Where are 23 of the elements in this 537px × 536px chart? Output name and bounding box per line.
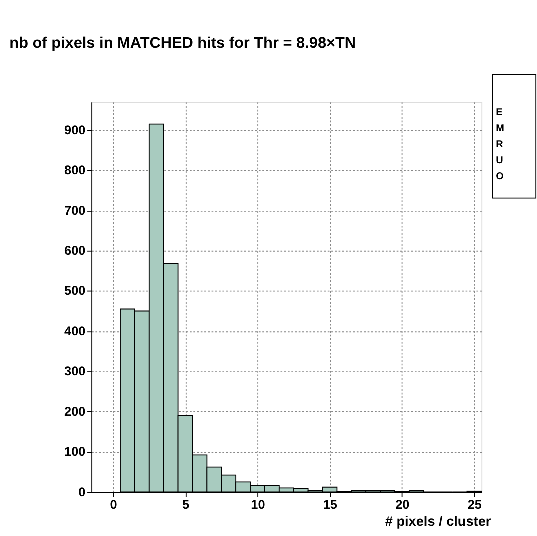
text: E (496, 108, 504, 119)
y-tick-label: 700 (64, 204, 86, 218)
x-tick-label: 10 (251, 498, 266, 512)
y-tick-label: 0 (78, 485, 86, 500)
chart-title: nb of pixels in MATCHED hits for Thr = 8.98×TN (10, 35, 356, 52)
y-tick-label: 400 (64, 324, 86, 338)
y-tick-label: 900 (64, 123, 86, 138)
x-tick-label: 20 (396, 498, 410, 512)
x-tick-label: 0 (110, 498, 118, 512)
text: U (496, 155, 504, 166)
x-tick-label: 15 (323, 498, 338, 512)
text: R (496, 140, 504, 151)
x-tick-label: 5 (182, 498, 190, 512)
y-tick-label: 100 (64, 445, 86, 460)
y-tick-label: 200 (64, 404, 86, 419)
text: M (496, 124, 504, 135)
x-axis-title: # pixels / cluster (385, 514, 492, 530)
y-tick-label: 600 (64, 244, 86, 258)
y-tick-label: 300 (64, 364, 86, 379)
x-tick-label: 25 (468, 498, 482, 512)
text: O (496, 171, 504, 182)
y-tick-label: 500 (64, 284, 86, 298)
y-tick-label: 800 (64, 164, 86, 178)
